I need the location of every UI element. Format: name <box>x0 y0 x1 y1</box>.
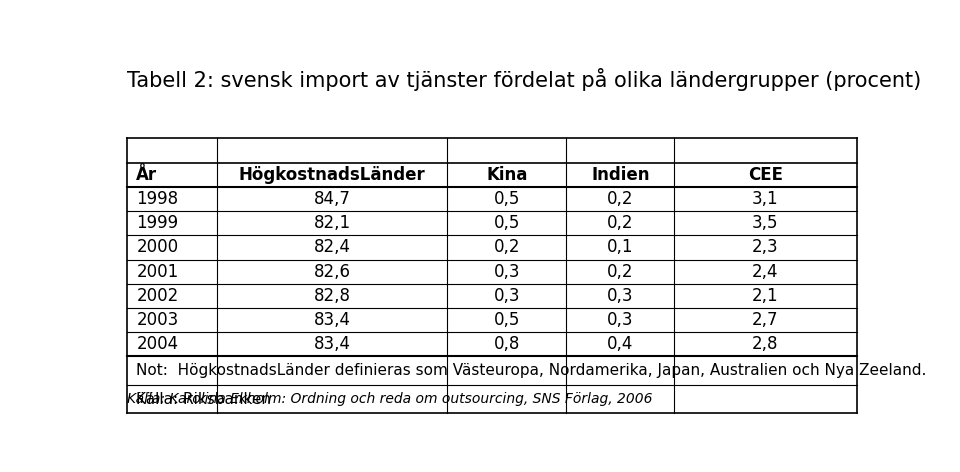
Text: 82,4: 82,4 <box>314 238 350 256</box>
Text: 83,4: 83,4 <box>314 336 350 354</box>
Text: 82,8: 82,8 <box>314 287 350 305</box>
Text: 0,3: 0,3 <box>493 287 520 305</box>
Text: 0,5: 0,5 <box>493 311 520 329</box>
Text: 1999: 1999 <box>136 214 179 232</box>
Text: Not:  HögkostnadsLänder definieras som Västeuropa, Nordamerika, Japan, Australie: Not: HögkostnadsLänder definieras som Vä… <box>136 363 926 378</box>
Text: 3,5: 3,5 <box>753 214 779 232</box>
Text: Tabell 2: svensk import av tjänster fördelat på olika ländergrupper (procent): Tabell 2: svensk import av tjänster förd… <box>128 67 922 91</box>
Text: 2004: 2004 <box>136 336 179 354</box>
Text: Indien: Indien <box>591 166 650 184</box>
Text: 2000: 2000 <box>136 238 179 256</box>
Text: 0,2: 0,2 <box>607 190 634 208</box>
Text: CEE: CEE <box>748 166 783 184</box>
Text: HögkostnadsLänder: HögkostnadsLänder <box>239 166 425 184</box>
Text: 82,6: 82,6 <box>314 263 350 281</box>
Text: 0,2: 0,2 <box>607 214 634 232</box>
Text: 3,1: 3,1 <box>752 190 779 208</box>
Text: Kina: Kina <box>486 166 528 184</box>
Text: 2003: 2003 <box>136 311 179 329</box>
Text: 2002: 2002 <box>136 287 179 305</box>
Text: 82,1: 82,1 <box>314 214 350 232</box>
Text: 0,3: 0,3 <box>493 263 520 281</box>
Text: 2,4: 2,4 <box>753 263 779 281</box>
Text: 0,4: 0,4 <box>607 336 634 354</box>
Text: 2,7: 2,7 <box>753 311 779 329</box>
Text: 84,7: 84,7 <box>314 190 350 208</box>
Text: 2001: 2001 <box>136 263 179 281</box>
Text: 0,2: 0,2 <box>607 263 634 281</box>
Text: 83,4: 83,4 <box>314 311 350 329</box>
Text: 2,8: 2,8 <box>753 336 779 354</box>
Text: 0,3: 0,3 <box>607 311 634 329</box>
Text: 0,1: 0,1 <box>607 238 634 256</box>
Text: 1998: 1998 <box>136 190 179 208</box>
Text: 0,8: 0,8 <box>493 336 520 354</box>
Text: År: År <box>136 166 157 184</box>
Text: 2,1: 2,1 <box>752 287 779 305</box>
Text: 0,3: 0,3 <box>607 287 634 305</box>
Text: 0,2: 0,2 <box>493 238 520 256</box>
Text: Källa: Riksbanken: Källa: Riksbanken <box>136 391 272 406</box>
Text: 0,5: 0,5 <box>493 190 520 208</box>
Text: 2,3: 2,3 <box>752 238 779 256</box>
Text: Källa: Karolina Ekholm: Ordning och reda om outsourcing, SNS Förlag, 2006: Källa: Karolina Ekholm: Ordning och reda… <box>128 392 653 405</box>
Text: 0,5: 0,5 <box>493 214 520 232</box>
